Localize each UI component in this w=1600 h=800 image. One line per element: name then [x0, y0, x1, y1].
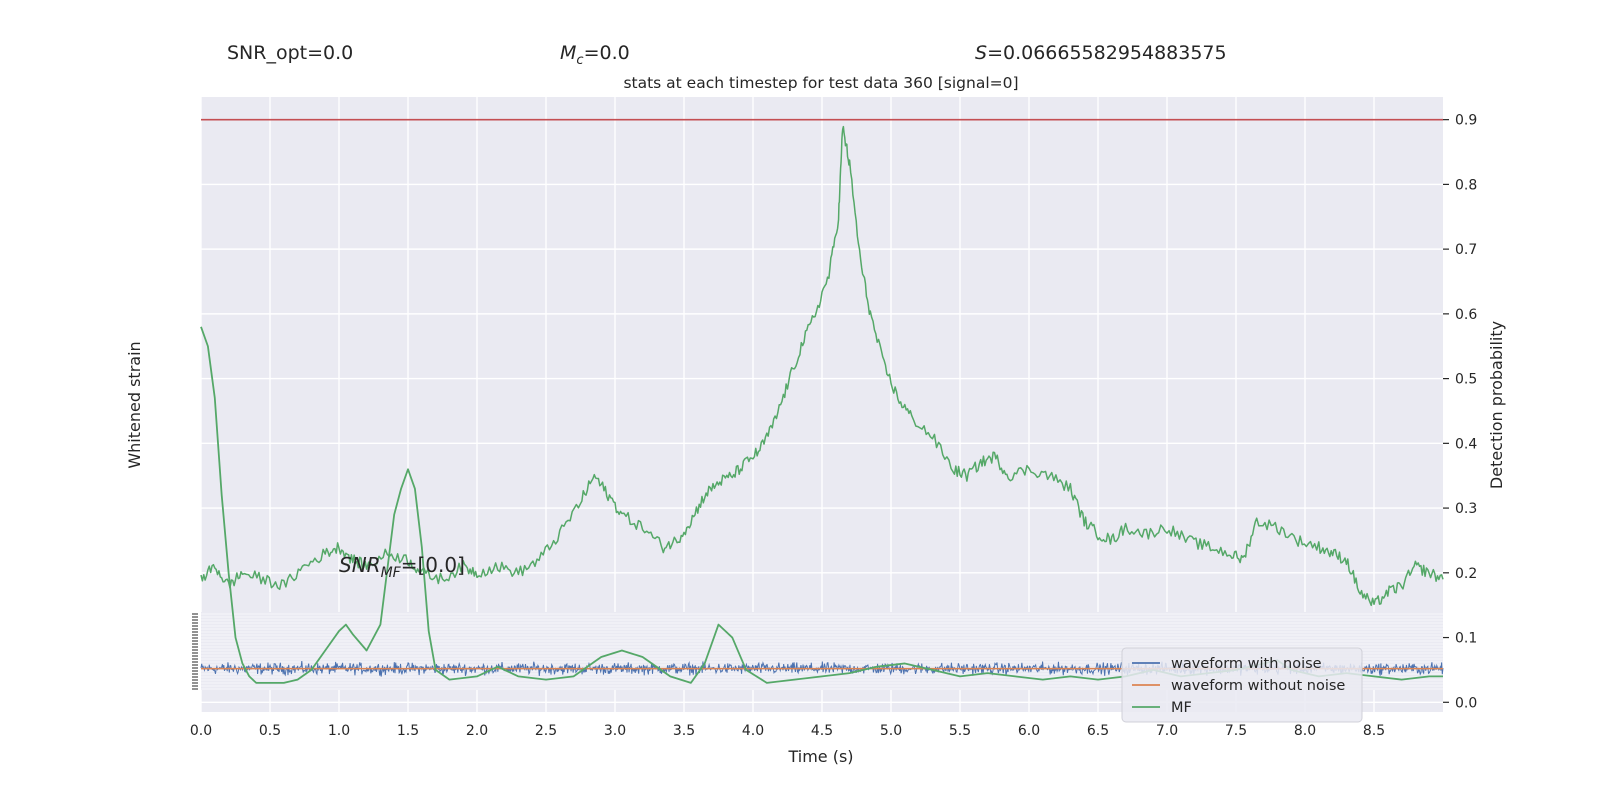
legend-label-clean: waveform without noise	[1171, 678, 1345, 694]
snr-opt-label: SNR_opt=0.0	[227, 42, 353, 64]
s-label: S=0.06665582954883575	[975, 42, 1227, 64]
y-tick-label: 0.5	[1455, 372, 1477, 388]
y-tick-label: 0.9	[1455, 113, 1477, 129]
mc-label: Mc=0.0	[560, 42, 630, 68]
x-tick-label: 2.0	[466, 723, 488, 739]
y-tick-label: 0.8	[1455, 177, 1477, 193]
x-tick-label: 3.0	[604, 723, 626, 739]
x-tick-label: 7.5	[1225, 723, 1247, 739]
snr-mf-annotation: SNRMF=[0.0]	[339, 553, 465, 581]
y-axis-ticks-right: 0.0 0.1 0.2 0.3 0.4 0.5 0.6 0.7 0.8 0.9	[1443, 113, 1477, 711]
strain-inset-ticks	[192, 613, 198, 690]
x-axis-label: Time (s)	[787, 747, 853, 766]
x-axis-ticks: 0.0 0.5 1.0 1.5 2.0 2.5 3.0 3.5 4.0 4.5 5.0 5.5 6.0 6…	[190, 723, 1385, 739]
x-tick-label: 1.0	[328, 723, 350, 739]
x-tick-label: 2.5	[535, 723, 557, 739]
legend: waveform with noise waveform without noi…	[1121, 647, 1363, 723]
x-tick-label: 1.5	[397, 723, 419, 739]
y-axis-label-left: Whitened strain	[125, 341, 144, 468]
x-tick-label: 3.5	[673, 723, 695, 739]
x-gridlines	[200, 97, 1375, 712]
legend-label-mf: MF	[1171, 700, 1192, 716]
x-tick-label: 4.0	[742, 723, 764, 739]
y-tick-label: 0.3	[1455, 501, 1477, 517]
x-tick-label: 7.0	[1156, 723, 1178, 739]
y-tick-label: 0.6	[1455, 307, 1477, 323]
y-tick-label: 0.1	[1455, 631, 1477, 647]
series-detection-probability	[200, 125, 1444, 607]
x-tick-label: 4.5	[811, 723, 833, 739]
y-tick-label: 0.2	[1455, 566, 1477, 582]
y-axis-label-right: Detection probability	[1487, 321, 1506, 489]
x-tick-label: 6.5	[1087, 723, 1109, 739]
x-tick-label: 5.5	[949, 723, 971, 739]
y-tick-label: 0.7	[1455, 242, 1477, 258]
legend-label-noise: waveform with noise	[1171, 656, 1322, 672]
x-tick-label: 0.0	[190, 723, 212, 739]
x-tick-label: 8.0	[1294, 723, 1316, 739]
x-tick-label: 0.5	[259, 723, 281, 739]
x-tick-label: 6.0	[1018, 723, 1040, 739]
x-tick-label: 8.5	[1363, 723, 1385, 739]
x-tick-label: 5.0	[880, 723, 902, 739]
chart-title: stats at each timestep for test data 360…	[623, 74, 1018, 92]
legend-box	[1121, 647, 1363, 723]
y-tick-label: 0.0	[1455, 695, 1477, 711]
y-tick-label: 0.4	[1455, 436, 1477, 452]
